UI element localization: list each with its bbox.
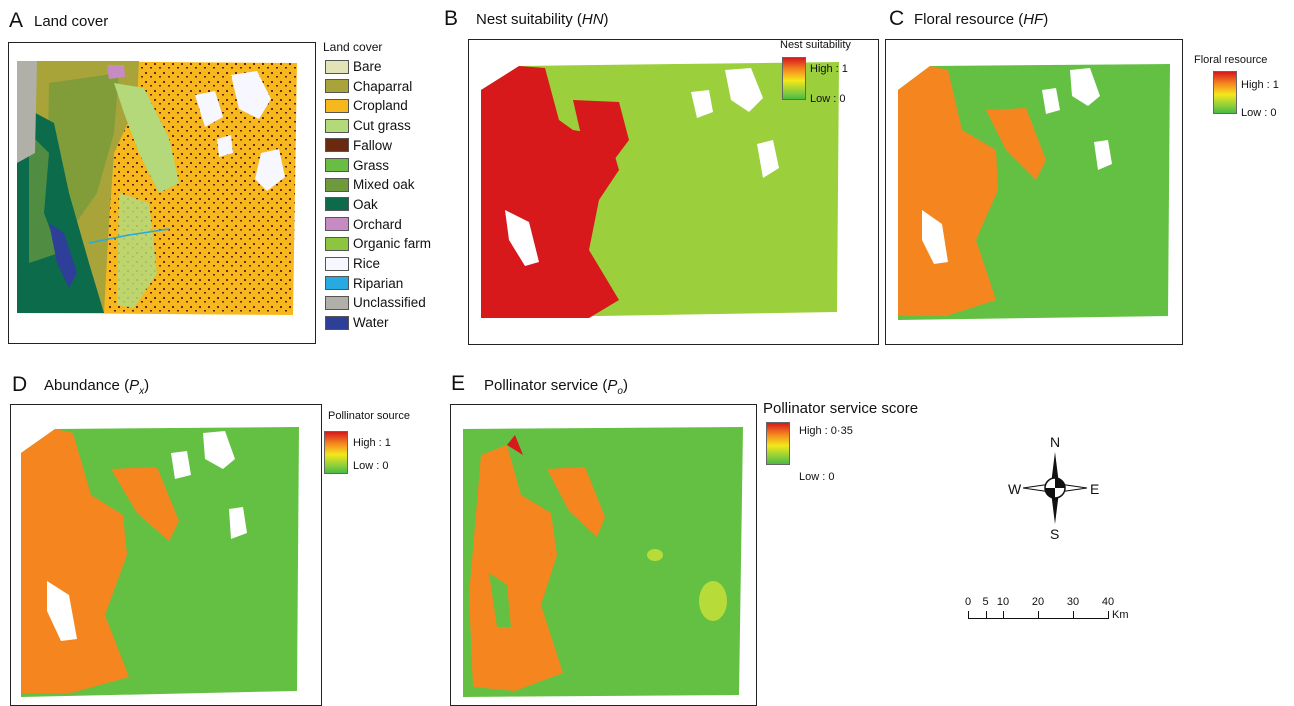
legend-item: Mixed oak	[325, 176, 415, 193]
compass-south: S	[1050, 526, 1060, 542]
service-legend-low: Low : 0	[799, 471, 835, 483]
panel-e-letter: E	[451, 372, 466, 395]
nest-legend-high: High : 1	[810, 63, 848, 75]
legend-label: Orchard	[353, 216, 402, 232]
scale-bar-tick	[1003, 611, 1004, 619]
legend-swatch	[325, 59, 349, 74]
nest-legend-title: Nest suitability	[780, 39, 851, 51]
abundance-legend-high: High : 1	[353, 437, 391, 449]
legend-item: Fallow	[325, 137, 392, 154]
legend-swatch	[325, 197, 349, 212]
legend-swatch	[325, 98, 349, 113]
service-legend-high: High : 0·35	[799, 425, 853, 437]
legend-label: Mixed oak	[353, 177, 415, 193]
panel-b-letter: B	[444, 7, 459, 30]
panel-c-title: Floral resource (HF)	[914, 11, 1049, 28]
abundance-map	[10, 404, 322, 706]
service-legend-ramp	[766, 422, 790, 465]
scale-bar-unit: Km	[1112, 609, 1129, 621]
legend-swatch	[325, 158, 349, 172]
scale-bar: 0 5 10 20 30 40 Km	[960, 596, 1140, 626]
legend-label: Oak	[353, 196, 378, 212]
land-cover-legend: Bare Chaparral Cropland Cut grass Fallow Gras…	[325, 58, 475, 338]
floral-legend-high: High : 1	[1241, 79, 1279, 91]
legend-label: Organic farm	[353, 236, 432, 252]
legend-item: Bare	[325, 58, 382, 75]
scale-bar-tick	[1073, 611, 1074, 619]
legend-label: Cut grass	[353, 118, 411, 134]
legend-label: Rice	[353, 256, 381, 271]
panel-d-letter: D	[12, 373, 28, 396]
legend-swatch	[325, 276, 349, 291]
scale-bar-label: 30	[1066, 596, 1080, 608]
land-cover-legend-title: Land cover	[323, 40, 383, 54]
legend-item: Cut grass	[325, 117, 411, 134]
scale-bar-label: 10	[996, 596, 1010, 608]
panel-d-title: Abundance (Px)	[44, 377, 150, 397]
panel-e-title: Pollinator service (Po)	[484, 377, 628, 397]
nest-suitability-map	[468, 39, 879, 345]
legend-label: Water	[353, 315, 389, 331]
panel-c-letter: C	[889, 7, 905, 30]
legend-item: Grass	[325, 157, 389, 174]
legend-item: Orchard	[325, 216, 402, 233]
abundance-legend-ramp	[324, 431, 348, 474]
legend-label: Chaparral	[353, 78, 413, 94]
legend-swatch	[325, 236, 349, 251]
floral-resource-map	[885, 39, 1183, 345]
legend-swatch	[325, 177, 349, 192]
scale-bar-tick	[968, 611, 969, 619]
floral-legend-ramp	[1213, 71, 1237, 114]
scale-bar-label: 40	[1101, 596, 1115, 608]
abundance-legend-low: Low : 0	[353, 460, 389, 472]
service-legend-title: Pollinator service score	[763, 400, 919, 417]
legend-item: Cropland	[325, 97, 408, 114]
legend-item: Unclassified	[325, 294, 426, 311]
compass-east: E	[1090, 481, 1100, 497]
legend-item: Riparian	[325, 275, 403, 292]
legend-swatch	[325, 295, 349, 310]
legend-label: Unclassified	[353, 295, 426, 311]
pollinator-service-map	[450, 404, 757, 706]
scale-bar-label: 0	[964, 596, 972, 608]
legend-item: Chaparral	[325, 78, 412, 95]
legend-item: Oak	[325, 196, 378, 213]
legend-swatch	[325, 138, 349, 153]
legend-swatch	[325, 79, 349, 94]
legend-swatch	[325, 217, 349, 232]
compass-rose: N S W E	[1000, 432, 1110, 544]
legend-swatch	[325, 315, 349, 330]
abundance-legend-title: Pollinator source	[328, 410, 410, 422]
floral-legend-low: Low : 0	[1241, 107, 1277, 119]
panel-a-title: Land cover	[34, 13, 109, 30]
legend-label: Cropland	[353, 98, 408, 114]
compass-west: W	[1008, 481, 1022, 497]
compass-north: N	[1050, 434, 1061, 450]
land-cover-map	[8, 42, 316, 344]
legend-label: Bare	[353, 59, 382, 74]
nest-legend-ramp	[782, 57, 806, 100]
legend-label: Fallow	[353, 137, 393, 153]
legend-label: Grass	[353, 157, 390, 173]
legend-item: Rice	[325, 255, 380, 272]
nest-legend-low: Low : 0	[810, 93, 846, 105]
panel-a-letter: A	[9, 9, 24, 32]
legend-label: Riparian	[353, 275, 404, 291]
scale-bar-tick	[1108, 611, 1109, 619]
legend-item: Water	[325, 314, 389, 331]
scale-bar-tick	[1038, 611, 1039, 619]
legend-swatch	[325, 256, 349, 271]
legend-swatch	[325, 118, 349, 133]
scale-bar-label: 5	[982, 596, 989, 608]
panel-b-title: Nest suitability (HN)	[476, 11, 609, 28]
floral-legend-title: Floral resource	[1194, 54, 1268, 66]
scale-bar-label: 20	[1031, 596, 1045, 608]
legend-item: Organic farm	[325, 235, 431, 252]
scale-bar-tick	[985, 611, 987, 619]
